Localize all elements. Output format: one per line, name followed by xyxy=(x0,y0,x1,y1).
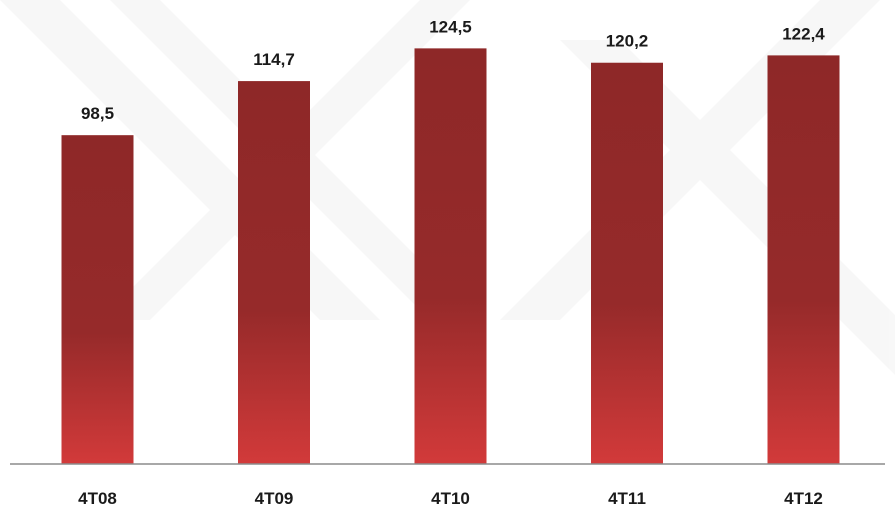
category-label-4T09: 4T09 xyxy=(255,489,294,508)
category-label-4T11: 4T11 xyxy=(608,489,646,508)
bar-4T09 xyxy=(238,81,310,464)
value-label-4T09: 114,7 xyxy=(253,50,295,69)
category-label-4T10: 4T10 xyxy=(431,489,470,508)
value-label-4T11: 120,2 xyxy=(606,32,649,51)
bar-4T11 xyxy=(591,62,663,464)
bar-4T12 xyxy=(767,55,840,464)
category-label-4T08: 4T08 xyxy=(78,489,117,508)
value-label-4T12: 122,4 xyxy=(782,24,825,43)
bars-layer xyxy=(61,48,840,465)
value-label-4T10: 124,5 xyxy=(429,17,472,36)
bar-4T10 xyxy=(414,48,487,464)
value-label-4T08: 98,5 xyxy=(81,104,114,123)
bar-4T08 xyxy=(61,135,134,465)
labels-layer: 98,5 4T08 114,7 4T09 124,5 4T10 120,2 4T11 122,4… xyxy=(78,17,825,508)
category-label-4T12: 4T12 xyxy=(784,489,823,508)
